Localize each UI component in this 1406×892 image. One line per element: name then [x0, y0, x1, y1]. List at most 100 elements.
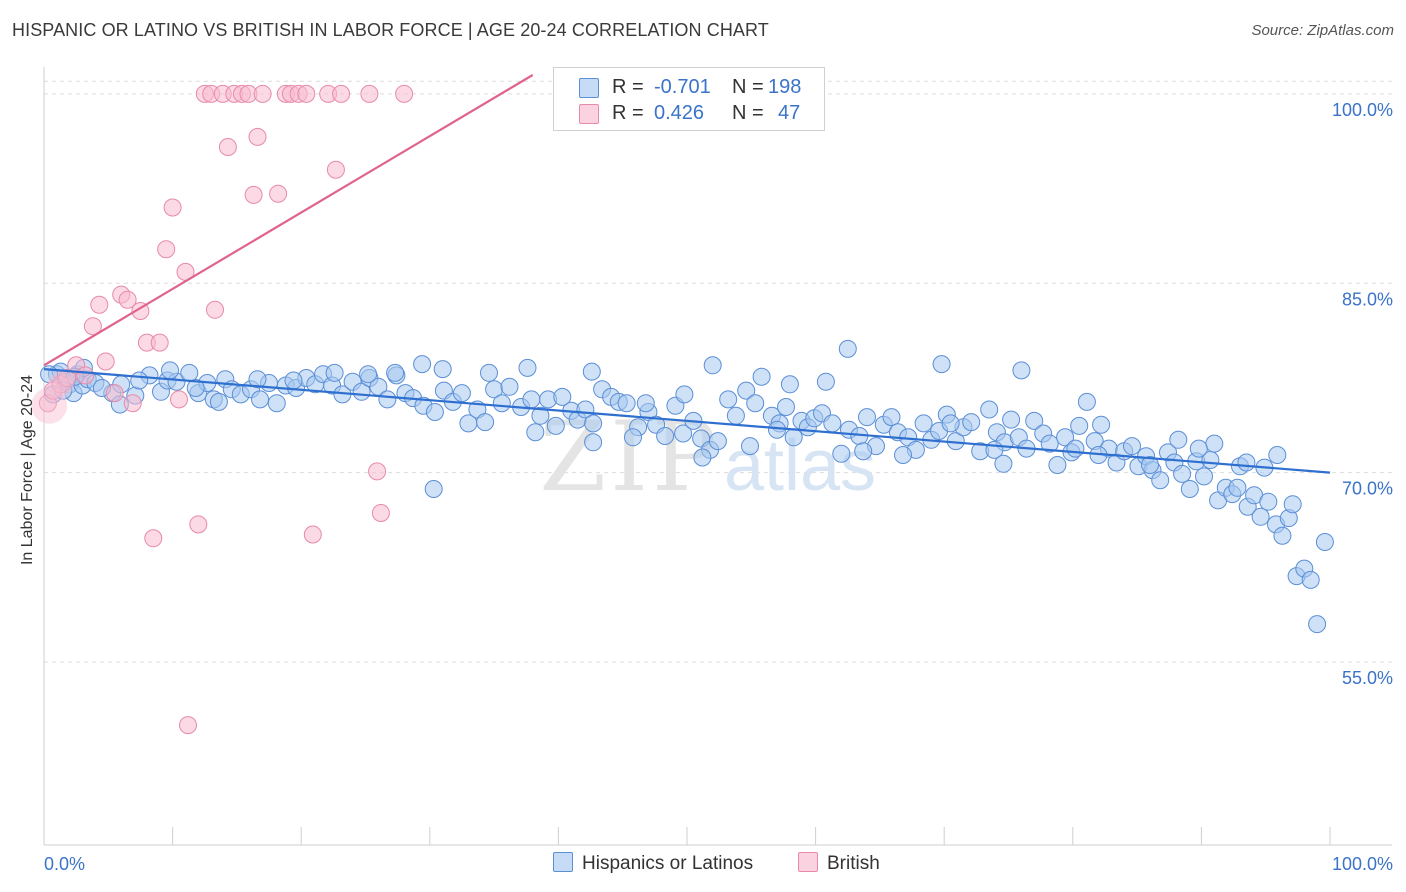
y-tick-label: 85.0% — [1342, 289, 1393, 309]
hispanic-point — [209, 392, 228, 411]
hispanic-point — [1025, 411, 1044, 430]
hispanic-point — [584, 433, 603, 452]
hispanic-point — [737, 381, 756, 400]
hispanic-point — [1251, 507, 1270, 526]
british-trend-line — [43, 74, 534, 367]
british-point — [118, 290, 137, 309]
bottom-legend-hispanic[interactable]: Hispanics or Latinos — [553, 852, 753, 875]
bottom-legend-swatch-hispanic — [553, 852, 573, 872]
british-point — [297, 84, 316, 103]
hispanic-point — [584, 414, 603, 433]
british-point — [395, 84, 414, 103]
hispanic-point — [1123, 437, 1141, 456]
hispanic-point — [161, 361, 179, 380]
british-point — [144, 529, 163, 548]
y-tick-label: 100.0% — [1332, 100, 1393, 120]
hispanic-point — [186, 379, 205, 397]
bottom-legend-swatch-british — [798, 852, 818, 872]
hispanic-point — [531, 406, 550, 425]
hispanic-point — [777, 398, 795, 416]
british-point — [76, 366, 95, 385]
legend-r-value-british: 0.426 — [654, 102, 705, 124]
hispanic-point — [325, 363, 344, 382]
hispanic-point — [267, 394, 286, 413]
hispanic-point — [1141, 456, 1159, 474]
bottom-legend-british[interactable]: British — [798, 852, 880, 875]
bottom-legend-label-british: British — [827, 853, 880, 874]
hispanic-point — [703, 356, 722, 375]
hispanic-point — [1012, 361, 1031, 380]
hispanic-point — [425, 403, 444, 421]
hispanic-trend-line — [43, 368, 1331, 474]
hispanic-point — [582, 362, 601, 381]
hispanic-point — [780, 375, 799, 394]
hispanic-point — [1169, 430, 1188, 449]
hispanic-point — [1205, 434, 1224, 453]
hispanic-point — [386, 363, 405, 382]
legend-r-label-british: R = — [612, 102, 644, 124]
legend-n-label-british: N = — [732, 102, 764, 124]
british-point — [170, 390, 188, 409]
british-point — [368, 462, 387, 481]
british-point — [150, 333, 169, 352]
hispanic-point — [130, 371, 149, 390]
hispanic-point — [894, 446, 912, 464]
hispanic-point — [284, 371, 303, 390]
legend-r-value-hispanic: -0.701 — [654, 76, 711, 98]
hispanic-point — [617, 394, 636, 413]
hispanic-point — [1301, 570, 1320, 589]
hispanic-point — [656, 427, 675, 445]
hispanic-point — [838, 339, 857, 358]
hispanic-point — [941, 414, 960, 433]
hispanic-point — [932, 355, 951, 374]
british-point — [326, 160, 345, 179]
hispanic-point — [1268, 446, 1287, 464]
legend-n-value-hispanic: 198 — [768, 76, 802, 98]
british-point — [303, 525, 322, 544]
hispanic-point — [816, 372, 835, 391]
british-point — [179, 716, 197, 735]
hispanic-point — [413, 355, 432, 374]
tick-label-layer: 55.0% 70.0% 85.0% 100.0% 0.0% 100.0% — [44, 100, 1393, 874]
british-point — [163, 198, 182, 217]
hispanic-point — [1173, 464, 1192, 483]
hispanic-point — [424, 480, 443, 498]
hispanic-point — [1180, 480, 1199, 498]
hispanic-point — [832, 444, 851, 463]
hispanic-point — [854, 442, 873, 461]
hispanic-point — [1195, 467, 1213, 486]
legend-r-label-hispanic: R = — [612, 76, 644, 98]
hispanic-point — [1259, 492, 1278, 511]
hispanic-point — [1048, 456, 1067, 474]
hispanic-point — [1283, 495, 1302, 514]
hispanic-point — [452, 384, 471, 403]
hispanic-point — [784, 428, 803, 447]
hispanic-point — [1151, 471, 1170, 490]
british-point — [105, 384, 124, 403]
legend-n-label-hispanic: N = — [732, 76, 764, 98]
british-point — [371, 504, 390, 522]
points-layer — [31, 84, 1334, 735]
hispanic-point — [726, 406, 745, 425]
hispanic-point — [674, 424, 693, 443]
hispanic-point — [1189, 439, 1208, 458]
hispanic-point — [994, 454, 1013, 473]
y-axis-label: In Labor Force | Age 20-24 — [19, 374, 36, 566]
hispanic-point — [1273, 526, 1292, 545]
hispanic-point — [1315, 533, 1334, 551]
hispanic-point — [858, 408, 876, 427]
hispanic-point — [768, 420, 786, 439]
y-tick-label: 55.0% — [1342, 668, 1393, 688]
axis-layer — [43, 67, 1392, 846]
hispanic-point — [636, 394, 655, 413]
hispanic-point — [1070, 416, 1089, 435]
british-point — [360, 84, 379, 103]
hispanic-point — [1040, 434, 1059, 453]
british-point — [253, 84, 272, 103]
legend-swatch-hispanic — [579, 78, 599, 98]
british-point — [90, 295, 109, 314]
hispanic-point — [518, 358, 537, 377]
british-point — [332, 84, 351, 103]
hispanic-point — [1237, 453, 1256, 472]
